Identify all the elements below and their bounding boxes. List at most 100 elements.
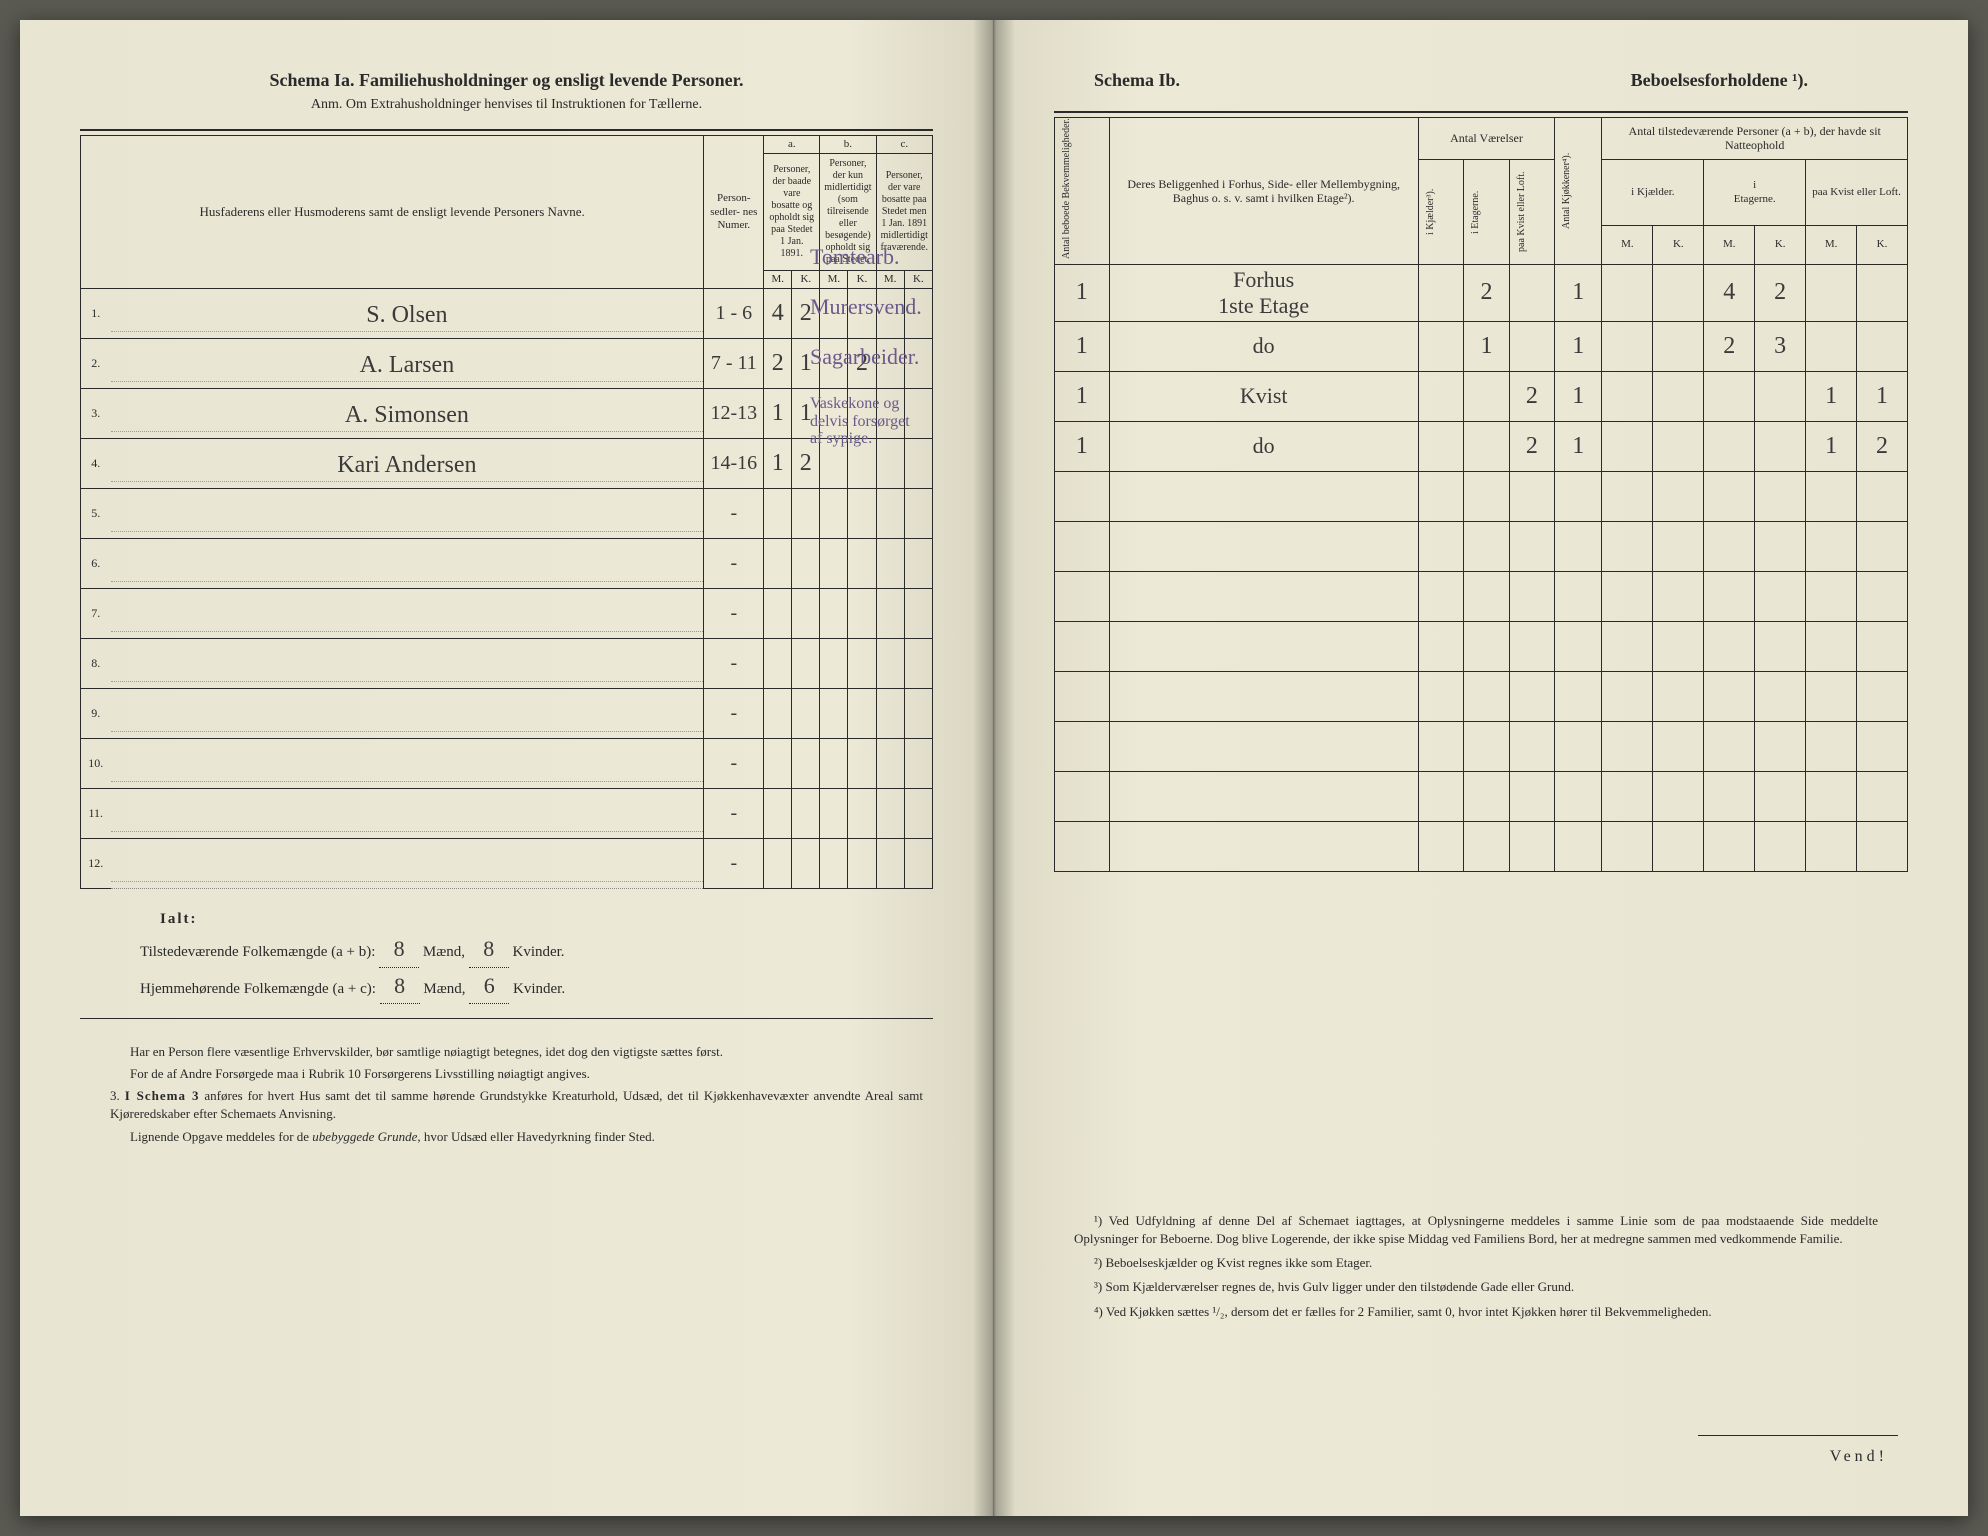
- aK-cell: [792, 539, 820, 589]
- location-cell: [1109, 571, 1418, 621]
- cM-cell: [876, 639, 904, 689]
- lK-cell: [1857, 521, 1908, 571]
- ve-cell: [1464, 371, 1509, 421]
- table-row: 1 Forhus1ste Etage 2 1 4 2: [1055, 264, 1908, 321]
- kvinder-label-2: Kvinder.: [513, 981, 565, 997]
- antal-bekv-cell: [1055, 721, 1110, 771]
- header-vkv: paa Kvist eller Loft.: [1514, 162, 1530, 262]
- bM-cell: [820, 489, 848, 539]
- kj-cell: [1555, 671, 1602, 721]
- location-cell: do: [1109, 321, 1418, 371]
- person-num-cell: -: [704, 689, 764, 739]
- aM-cell: [764, 689, 792, 739]
- aM-cell: 1: [764, 439, 792, 489]
- header-kjaelder: i Kjælder.: [1602, 159, 1704, 225]
- vkv-cell: 2: [1509, 421, 1554, 471]
- hjemme-k: 6: [484, 973, 495, 998]
- kM-cell: [1602, 571, 1653, 621]
- header-c: c.: [876, 136, 932, 154]
- kM-cell: [1602, 721, 1653, 771]
- eM-cell: 2: [1704, 321, 1755, 371]
- bM-cell: [820, 739, 848, 789]
- aM-cell: [764, 739, 792, 789]
- name-cell: [111, 689, 704, 739]
- lM-cell: [1806, 721, 1857, 771]
- eK-cell: [1755, 821, 1806, 871]
- vkv-cell: [1509, 621, 1554, 671]
- occupation-annotation: Sagarbeider.: [810, 345, 990, 369]
- row-number: 8.: [81, 639, 111, 689]
- header-name: Husfaderens eller Husmoderens samt de en…: [81, 136, 704, 289]
- table-row: 7. -: [81, 589, 933, 639]
- totals-line-2: Hjemmehørende Folkemængde (a + c): 8 Mæn…: [140, 968, 933, 1004]
- ve-cell: [1464, 471, 1509, 521]
- cK-cell: [904, 589, 932, 639]
- vk-cell: [1418, 421, 1463, 471]
- lM-cell: 1: [1806, 421, 1857, 471]
- lK-cell: [1857, 321, 1908, 371]
- maend-label-1: Mænd,: [423, 944, 465, 960]
- kj-cell: 1: [1555, 321, 1602, 371]
- header-a: a.: [764, 136, 820, 154]
- eK-cell: [1755, 621, 1806, 671]
- person-num-cell: -: [704, 839, 764, 889]
- name-cell: A. Simonsen: [111, 389, 704, 439]
- lM-cell: [1806, 521, 1857, 571]
- kK-cell: [1653, 621, 1704, 671]
- header-antal-kjokken: Antal Kjøkkener⁴).: [1559, 121, 1575, 261]
- lM-cell: [1806, 264, 1857, 321]
- name-cell: [111, 839, 704, 889]
- table-row: 11. -: [81, 789, 933, 839]
- note-3: 3. I Schema 3 I Schema 3 anføres for hve…: [110, 1087, 923, 1123]
- vkv-cell: 2: [1509, 371, 1554, 421]
- hjemme-label: Hjemmehørende Folkemængde (a + c):: [140, 981, 376, 997]
- kK-cell: [1653, 771, 1704, 821]
- antal-bekv-cell: 1: [1055, 371, 1110, 421]
- aM-cell: [764, 539, 792, 589]
- cK-cell: [904, 539, 932, 589]
- lK-cell: 2: [1857, 421, 1908, 471]
- aK-cell: [792, 489, 820, 539]
- book-spread: Schema Ia. Familiehusholdninger og ensli…: [20, 20, 1968, 1516]
- eM-cell: [1704, 621, 1755, 671]
- lM-cell: [1806, 621, 1857, 671]
- eK-cell: 2: [1755, 264, 1806, 321]
- vk-cell: [1418, 264, 1463, 321]
- row-number: 7.: [81, 589, 111, 639]
- row-number: 1.: [81, 289, 111, 339]
- header-personnum: Person- sedler- nes Numer.: [704, 136, 764, 289]
- kM-cell: [1602, 321, 1653, 371]
- notes-left: Har en Person flere væsentlige Erhvervsk…: [80, 1043, 933, 1146]
- cM-cell: [876, 739, 904, 789]
- cK-cell: [904, 789, 932, 839]
- bM-cell: [820, 789, 848, 839]
- tilstede-m: 8: [394, 936, 405, 961]
- table-row: [1055, 621, 1908, 671]
- footnote-4: ⁴) Ved Kjøkken sættes ¹/₂, dersom det er…: [1074, 1303, 1878, 1321]
- lK-cell: [1857, 771, 1908, 821]
- occupation-annotation: Murersvend.: [810, 295, 990, 319]
- table-row: 5. -: [81, 489, 933, 539]
- header-etagerne: i Etagerne.: [1704, 159, 1806, 225]
- vkv-cell: [1509, 771, 1554, 821]
- kj-cell: [1555, 571, 1602, 621]
- eM-cell: [1704, 571, 1755, 621]
- kM-cell: [1602, 671, 1653, 721]
- hdr-kK: K.: [1653, 226, 1704, 265]
- aK-cell: [792, 789, 820, 839]
- aK-cell: [792, 589, 820, 639]
- kvinder-label-1: Kvinder.: [512, 944, 564, 960]
- eM-cell: [1704, 721, 1755, 771]
- row-number: 3.: [81, 389, 111, 439]
- antal-bekv-cell: 1: [1055, 421, 1110, 471]
- header-rule: [80, 129, 933, 131]
- aK-cell: [792, 639, 820, 689]
- bM-cell: [820, 689, 848, 739]
- totals-line-1: Tilstedeværende Folkemængde (a + b): 8 M…: [140, 931, 933, 967]
- bK-cell: [848, 489, 876, 539]
- vk-cell: [1418, 371, 1463, 421]
- name-cell: [111, 789, 704, 839]
- eK-cell: [1755, 371, 1806, 421]
- lK-cell: 1: [1857, 371, 1908, 421]
- kK-cell: [1653, 421, 1704, 471]
